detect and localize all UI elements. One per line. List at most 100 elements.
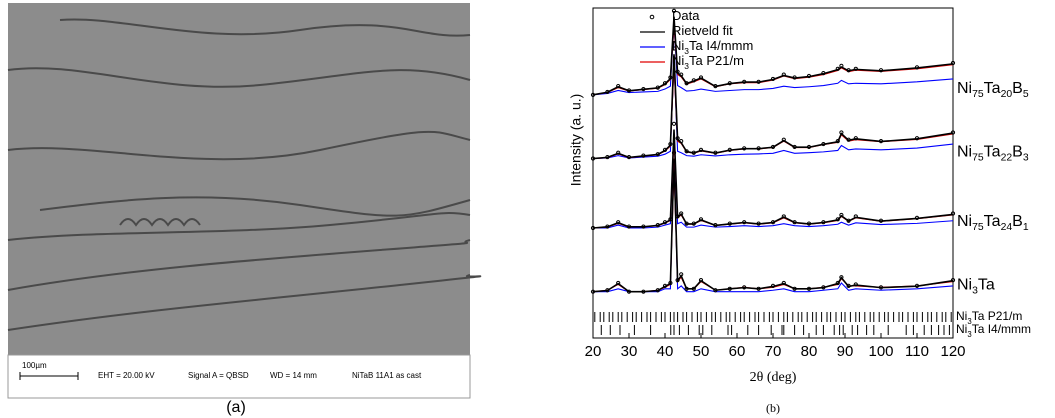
data-point xyxy=(756,79,761,84)
data-point xyxy=(853,136,858,141)
data-point xyxy=(806,73,812,79)
data-point xyxy=(950,60,956,66)
data-point xyxy=(641,153,646,158)
data-point xyxy=(713,150,718,155)
pattern-line xyxy=(593,132,954,229)
data-point xyxy=(839,130,844,135)
data-point xyxy=(671,121,677,126)
data-point xyxy=(668,217,673,222)
pattern-label: Ni75Ta22B3 xyxy=(957,144,1029,164)
data-point xyxy=(835,217,840,222)
pattern-label-part: Ni xyxy=(957,213,972,230)
pattern-label-part: 75 xyxy=(972,89,984,100)
legend-marker xyxy=(649,14,655,20)
data-point xyxy=(878,285,884,290)
pattern-line xyxy=(592,138,954,229)
pattern-line xyxy=(592,167,954,293)
data-point xyxy=(605,154,610,160)
info-text: NiTaB 11A1 as cast xyxy=(352,371,422,380)
data-point xyxy=(742,79,747,84)
pattern-label-part: Ta xyxy=(984,213,1001,230)
data-point xyxy=(662,283,668,288)
data-point xyxy=(756,146,761,151)
pattern-line xyxy=(592,25,954,96)
data-point xyxy=(770,220,776,225)
data-point xyxy=(821,141,826,147)
data-point xyxy=(713,84,718,89)
data-point xyxy=(626,154,632,160)
pattern-label-part: 20 xyxy=(1001,89,1013,100)
data-point xyxy=(950,278,956,283)
data-point xyxy=(671,8,677,13)
data-point xyxy=(835,66,840,71)
data-point xyxy=(770,76,776,82)
pattern-label-part: 75 xyxy=(972,153,984,164)
data-point xyxy=(950,130,956,135)
data-point xyxy=(655,85,660,90)
caption: (b) xyxy=(766,401,780,415)
data-point xyxy=(590,156,596,161)
data-point xyxy=(616,220,621,225)
pattern-label-part: 1 xyxy=(1023,222,1029,233)
data-point xyxy=(821,71,826,76)
pattern-label-part: Ta xyxy=(984,144,1001,161)
x-tick-label: 40 xyxy=(657,343,674,360)
data-point xyxy=(679,139,684,144)
data-point xyxy=(821,220,826,225)
pattern-label-part: 3 xyxy=(972,286,978,297)
data-point xyxy=(792,144,797,150)
legend-label: Rietveld fit xyxy=(672,23,733,38)
legend-label-part: Rietveld fit xyxy=(672,23,733,38)
x-tick-label: 80 xyxy=(801,343,818,360)
data-point xyxy=(781,137,786,142)
data-point xyxy=(655,152,660,157)
data-point xyxy=(792,75,797,80)
pattern-line xyxy=(593,158,954,293)
data-point xyxy=(770,144,776,150)
data-point xyxy=(668,75,673,80)
data-point xyxy=(662,81,668,86)
data-point xyxy=(590,92,596,97)
pattern-label: Ni75Ta24B1 xyxy=(957,213,1029,233)
data-point xyxy=(821,285,826,290)
data-point xyxy=(853,66,858,71)
info-bar xyxy=(7,354,471,399)
data-point xyxy=(668,280,673,286)
data-point xyxy=(914,283,920,288)
data-point xyxy=(835,280,840,286)
data-point xyxy=(684,221,689,226)
pattern-label-part: Ta xyxy=(984,80,1001,97)
pattern-label-part: B xyxy=(1012,213,1023,230)
data-point xyxy=(662,147,668,152)
legend-label: Ni3Ta P21/m xyxy=(672,53,744,71)
data-point xyxy=(679,72,684,77)
legend-label-part: Ta P21/m xyxy=(689,53,744,68)
data-point xyxy=(626,224,632,229)
data-point xyxy=(691,78,696,83)
info-text: EHT = 20.00 kV xyxy=(98,371,155,380)
data-point xyxy=(641,289,646,294)
x-tick-label: 50 xyxy=(693,343,710,360)
data-point xyxy=(675,278,680,283)
plot-frame xyxy=(592,7,954,339)
data-point xyxy=(914,215,920,220)
caption: (a) xyxy=(226,399,246,416)
data-point xyxy=(839,275,844,280)
data-point xyxy=(806,286,812,291)
sem-panel: 100µm EHT = 20.00 kV Signal A = QBSD WD … xyxy=(7,3,482,399)
data-point xyxy=(727,286,732,291)
data-point xyxy=(641,224,646,229)
x-tick-label: 70 xyxy=(765,343,782,360)
pattern-label: Ni75Ta20B5 xyxy=(957,80,1029,100)
data-point xyxy=(914,136,920,141)
sem-image xyxy=(8,3,470,355)
data-point xyxy=(835,139,840,144)
pattern-line xyxy=(592,16,954,96)
y-axis-label: Intensity (a. u.) xyxy=(568,94,584,187)
data-point xyxy=(605,89,610,95)
pattern-label-part: 22 xyxy=(1001,153,1013,164)
pattern-label-part: 75 xyxy=(972,222,984,233)
data-point xyxy=(914,65,920,70)
data-point xyxy=(675,69,680,74)
pattern-label-part: B xyxy=(1012,80,1023,97)
